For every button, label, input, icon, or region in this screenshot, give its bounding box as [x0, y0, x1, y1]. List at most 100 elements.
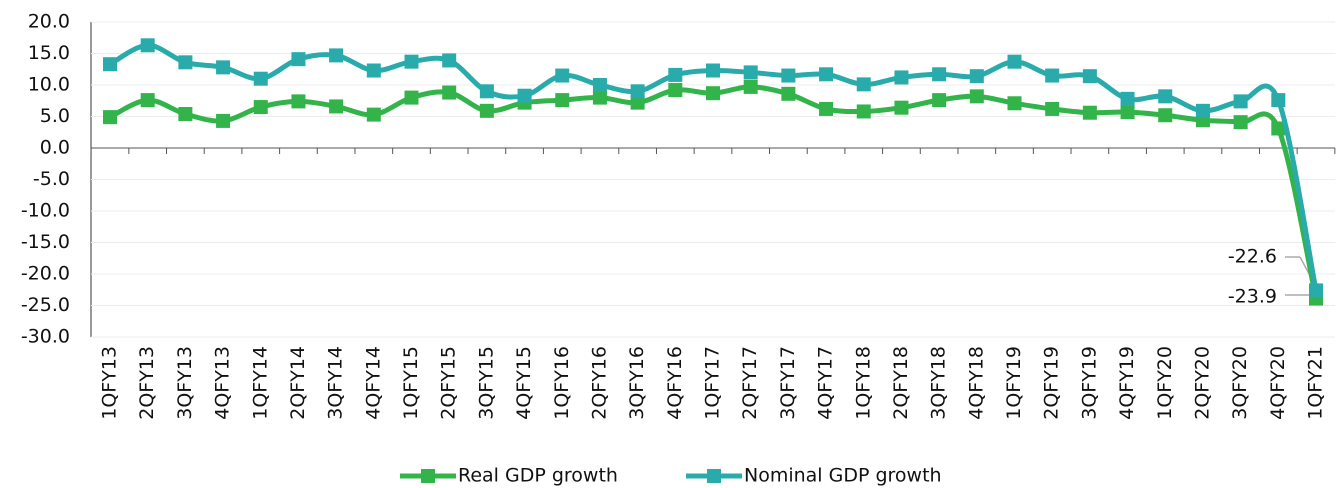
- x-tick-label: 4QFY14: [362, 346, 384, 420]
- y-tick-label: -20.0: [21, 263, 70, 285]
- marker: [1233, 94, 1248, 109]
- y-tick-label: 20.0: [28, 11, 70, 33]
- y-tick-label: 0.0: [40, 137, 70, 159]
- marker: [555, 93, 570, 108]
- x-tick-label: 1QFY13: [99, 346, 121, 420]
- x-tick-label: 3QFY15: [475, 346, 497, 420]
- marker: [1271, 121, 1286, 136]
- y-tick-label: -5.0: [33, 168, 70, 190]
- y-tick-label: -30.0: [21, 326, 70, 348]
- marker: [103, 110, 117, 125]
- marker: [706, 86, 720, 101]
- marker: [479, 103, 494, 118]
- marker: [592, 78, 607, 92]
- marker: [743, 65, 758, 80]
- marker: [442, 53, 457, 68]
- x-tick-label: 2QFY18: [890, 346, 912, 420]
- marker: [178, 106, 193, 121]
- x-tick-label: 2QFY14: [287, 346, 309, 420]
- x-tick-label: 3QFY14: [325, 346, 347, 420]
- marker: [442, 85, 457, 100]
- marker: [743, 79, 758, 94]
- y-tick-label: 15.0: [28, 42, 70, 64]
- marker: [894, 100, 909, 115]
- marker: [291, 52, 306, 67]
- x-tick-label: 3QFY13: [174, 346, 196, 420]
- marker: [856, 104, 871, 119]
- marker: [969, 69, 984, 84]
- x-tick-label: 1QFY20: [1154, 346, 1176, 420]
- marker: [856, 77, 871, 92]
- x-tick-label: 4QFY19: [1116, 346, 1138, 420]
- marker: [819, 67, 834, 82]
- marker: [366, 107, 381, 122]
- x-tick-label: 1QFY21: [1305, 346, 1327, 420]
- x-tick-label: 2QFY13: [136, 346, 158, 420]
- marker: [781, 86, 796, 101]
- marker: [555, 68, 570, 83]
- marker: [329, 48, 344, 63]
- marker: [253, 100, 268, 115]
- x-tick-label: 3QFY19: [1078, 346, 1100, 420]
- marker: [1045, 68, 1060, 83]
- x-tick-label: 2QFY17: [739, 346, 761, 420]
- x-tick-label: 1QFY14: [249, 346, 271, 420]
- x-tick-label: 2QFY16: [588, 346, 610, 420]
- marker: [291, 94, 306, 109]
- marker: [1158, 108, 1173, 123]
- series-line: [108, 84, 1319, 300]
- x-tick-label: 4QFY17: [815, 346, 837, 420]
- marker: [253, 71, 268, 86]
- x-tick-label: 4QFY16: [664, 346, 686, 420]
- marker: [140, 38, 155, 53]
- marker: [932, 93, 947, 108]
- legend-label: Real GDP growth: [458, 465, 618, 487]
- legend-marker: [421, 469, 435, 483]
- marker: [1082, 105, 1097, 120]
- x-tick-label: 1QFY19: [1003, 346, 1025, 420]
- marker: [969, 89, 984, 104]
- marker: [1045, 101, 1060, 116]
- x-tick-label: 2QFY20: [1191, 346, 1213, 420]
- x-tick-label: 2QFY15: [438, 346, 460, 420]
- marker: [1120, 105, 1135, 120]
- marker: [1233, 115, 1248, 130]
- x-tick-label: 1QFY17: [702, 346, 724, 420]
- marker: [1309, 283, 1323, 298]
- marker: [1195, 103, 1210, 118]
- marker: [1007, 54, 1022, 69]
- y-tick-label: 10.0: [28, 74, 70, 96]
- x-tick-label: 3QFY18: [928, 346, 950, 420]
- marker: [1082, 69, 1097, 84]
- marker: [103, 57, 117, 72]
- series-line: [108, 42, 1319, 291]
- marker: [404, 54, 419, 69]
- y-tick-label: 5.0: [40, 105, 70, 127]
- marker: [781, 68, 796, 83]
- x-tick-label: 3QFY20: [1229, 346, 1251, 420]
- marker: [668, 83, 683, 98]
- x-tick-label: 3QFY17: [777, 346, 799, 420]
- legend-label: Nominal GDP growth: [744, 465, 942, 487]
- marker: [479, 84, 494, 99]
- marker: [1271, 93, 1286, 108]
- marker: [894, 70, 909, 85]
- marker: [932, 67, 947, 82]
- legend-marker: [707, 469, 721, 483]
- data-label: -22.6: [1228, 246, 1277, 268]
- marker: [140, 93, 155, 108]
- marker: [366, 63, 381, 78]
- x-tick-label: 4QFY13: [212, 346, 234, 420]
- x-tick-label: 3QFY16: [626, 346, 648, 420]
- x-tick-label: 4QFY15: [513, 346, 535, 420]
- x-tick-label: 2QFY19: [1041, 346, 1063, 420]
- x-tick-label: 4QFY18: [965, 346, 987, 420]
- y-tick-label: -25.0: [21, 294, 70, 316]
- y-tick-label: -15.0: [21, 231, 70, 253]
- x-tick-label: 4QFY20: [1267, 346, 1289, 420]
- marker: [630, 84, 645, 99]
- marker: [517, 88, 532, 103]
- marker: [592, 90, 607, 105]
- marker: [178, 55, 193, 70]
